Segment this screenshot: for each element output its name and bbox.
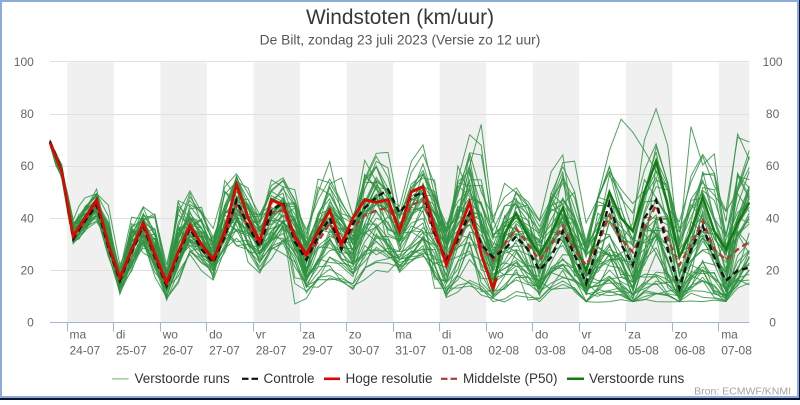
svg-text:40: 40 xyxy=(20,211,34,225)
svg-text:Verstoorde runs: Verstoorde runs xyxy=(589,371,685,386)
svg-text:Hoge resolutie: Hoge resolutie xyxy=(346,371,433,386)
svg-text:20: 20 xyxy=(766,263,780,277)
svg-text:ma: ma xyxy=(721,328,738,342)
svg-text:wo: wo xyxy=(487,328,504,342)
svg-text:60: 60 xyxy=(20,159,34,173)
svg-text:100: 100 xyxy=(14,55,34,69)
svg-text:di: di xyxy=(442,328,451,342)
svg-text:27-07: 27-07 xyxy=(209,344,240,358)
svg-text:wo: wo xyxy=(162,328,179,342)
svg-text:07-08: 07-08 xyxy=(721,344,752,358)
svg-text:ma: ma xyxy=(395,328,412,342)
svg-text:29-07: 29-07 xyxy=(302,344,333,358)
svg-text:ma: ma xyxy=(70,328,87,342)
svg-text:24-07: 24-07 xyxy=(70,344,101,358)
svg-text:Controle: Controle xyxy=(264,371,315,386)
svg-text:0: 0 xyxy=(27,316,34,330)
svg-text:60: 60 xyxy=(766,159,780,173)
svg-text:zo: zo xyxy=(675,328,688,342)
svg-text:do: do xyxy=(209,328,223,342)
svg-text:06-08: 06-08 xyxy=(675,344,706,358)
svg-text:Verstoorde runs: Verstoorde runs xyxy=(135,371,231,386)
svg-text:vr: vr xyxy=(256,328,266,342)
svg-text:0: 0 xyxy=(769,316,776,330)
svg-text:03-08: 03-08 xyxy=(535,344,566,358)
svg-text:Windstoten (km/uur): Windstoten (km/uur) xyxy=(306,6,494,29)
svg-text:25-07: 25-07 xyxy=(116,344,147,358)
svg-text:do: do xyxy=(535,328,549,342)
svg-text:40: 40 xyxy=(766,211,780,225)
svg-text:Middelste (P50): Middelste (P50) xyxy=(463,371,558,386)
svg-text:01-08: 01-08 xyxy=(442,344,473,358)
svg-text:30-07: 30-07 xyxy=(349,344,380,358)
svg-text:04-08: 04-08 xyxy=(582,344,613,358)
svg-text:zo: zo xyxy=(349,328,362,342)
svg-text:20: 20 xyxy=(20,263,34,277)
svg-text:De Bilt, zondag 23 juli 2023 (: De Bilt, zondag 23 juli 2023 (Versie zo … xyxy=(260,33,541,48)
svg-text:za: za xyxy=(628,328,641,342)
svg-text:vr: vr xyxy=(582,328,592,342)
svg-text:80: 80 xyxy=(766,107,780,121)
svg-text:28-07: 28-07 xyxy=(256,344,287,358)
svg-text:za: za xyxy=(302,328,315,342)
svg-text:31-07: 31-07 xyxy=(395,344,426,358)
svg-text:02-08: 02-08 xyxy=(488,344,519,358)
svg-text:80: 80 xyxy=(20,107,34,121)
svg-text:100: 100 xyxy=(763,55,783,69)
svg-text:05-08: 05-08 xyxy=(628,344,659,358)
svg-text:26-07: 26-07 xyxy=(163,344,194,358)
svg-text:di: di xyxy=(116,328,125,342)
svg-text:Bron: ECMWF/KNMI: Bron: ECMWF/KNMI xyxy=(694,386,791,398)
